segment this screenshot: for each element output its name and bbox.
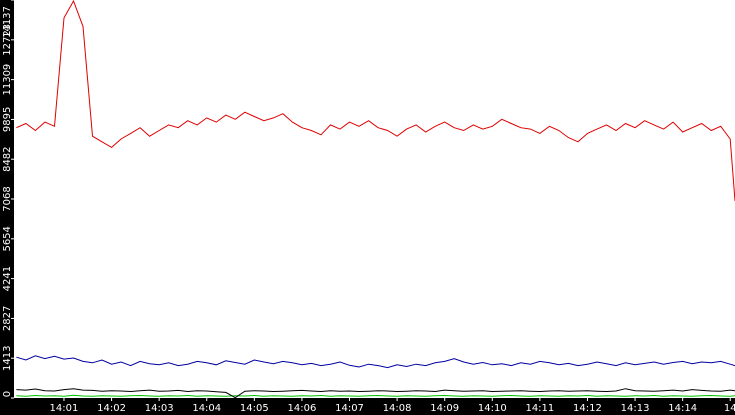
y-tick-label: 11309 — [2, 64, 13, 96]
y-tick-label: 1413 — [2, 345, 13, 370]
x-tick-label: 14 — [724, 403, 735, 414]
x-tick-label: 14:13 — [621, 403, 650, 414]
x-tick-label: 14:05 — [240, 403, 269, 414]
x-tick-label: 14:04 — [192, 403, 221, 414]
x-tick-label: 14:08 — [383, 403, 412, 414]
y-tick-label: 14137 — [2, 6, 13, 38]
y-tick-label: 7068 — [2, 186, 13, 211]
y-axis-strip — [0, 0, 14, 415]
series-line — [16, 355, 735, 369]
y-tick-label: 0 — [2, 391, 13, 397]
y-tick-label: 9895 — [2, 107, 13, 132]
y-tick-label: 4241 — [2, 266, 13, 291]
series-line — [16, 394, 735, 397]
y-tick-label: 5654 — [2, 226, 13, 251]
y-tick-label: 2827 — [2, 306, 13, 331]
x-tick-label: 14:14 — [668, 403, 697, 414]
x-tick-label: 14:10 — [478, 403, 507, 414]
x-tick-label: 14:07 — [335, 403, 364, 414]
x-tick-label: 14:09 — [430, 403, 459, 414]
x-tick-label: 14:11 — [525, 403, 554, 414]
series-line — [16, 0, 735, 201]
x-axis-strip — [0, 398, 735, 415]
x-tick-label: 14:02 — [97, 403, 126, 414]
x-tick-label: 14:01 — [50, 403, 79, 414]
y-tick-label: 8482 — [2, 146, 13, 171]
series-line — [16, 388, 735, 399]
x-tick-label: 14:06 — [288, 403, 317, 414]
x-tick-label: 14:12 — [573, 403, 602, 414]
y-tick-label: 12723 — [2, 24, 13, 56]
x-tick-label: 14:03 — [145, 403, 174, 414]
